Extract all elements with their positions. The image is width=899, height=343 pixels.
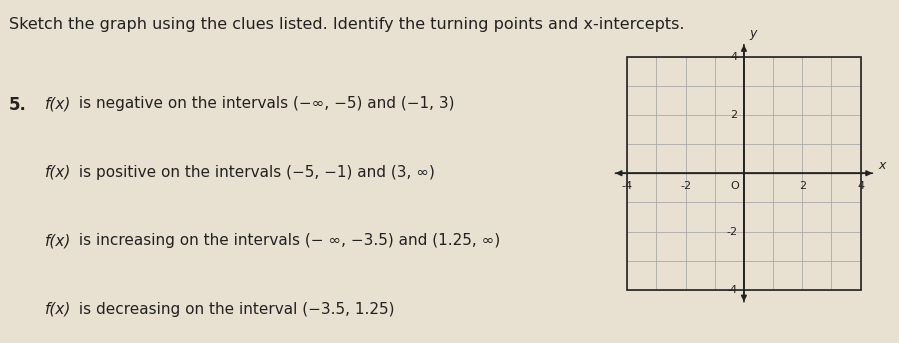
Text: f(x): f(x) xyxy=(45,96,72,111)
Text: f(x): f(x) xyxy=(45,165,72,180)
Text: 4: 4 xyxy=(730,51,737,61)
Text: -4: -4 xyxy=(622,181,633,191)
Text: x: x xyxy=(878,159,886,173)
Text: is positive on the intervals (−5, −1) and (3, ∞): is positive on the intervals (−5, −1) an… xyxy=(74,165,435,180)
Text: y: y xyxy=(749,27,757,40)
Text: f(x): f(x) xyxy=(45,302,72,317)
Text: Sketch the graph using the clues listed. Identify the turning points and x-inter: Sketch the graph using the clues listed.… xyxy=(9,17,684,32)
Text: 2: 2 xyxy=(798,181,806,191)
Text: -4: -4 xyxy=(726,285,737,295)
Text: 2: 2 xyxy=(730,110,737,120)
Bar xyxy=(628,57,860,290)
Text: -2: -2 xyxy=(680,181,691,191)
Text: is negative on the intervals (−∞, −5) and (−1, 3): is negative on the intervals (−∞, −5) an… xyxy=(74,96,455,111)
Text: 5.: 5. xyxy=(9,96,27,114)
Text: O: O xyxy=(730,181,739,191)
Text: f(x): f(x) xyxy=(45,233,72,248)
Text: 4: 4 xyxy=(857,181,864,191)
Text: -2: -2 xyxy=(726,227,737,237)
Text: is decreasing on the interval (−3.5, 1.25): is decreasing on the interval (−3.5, 1.2… xyxy=(74,302,395,317)
Text: is increasing on the intervals (− ∞, −3.5) and (1.25, ∞): is increasing on the intervals (− ∞, −3.… xyxy=(74,233,501,248)
